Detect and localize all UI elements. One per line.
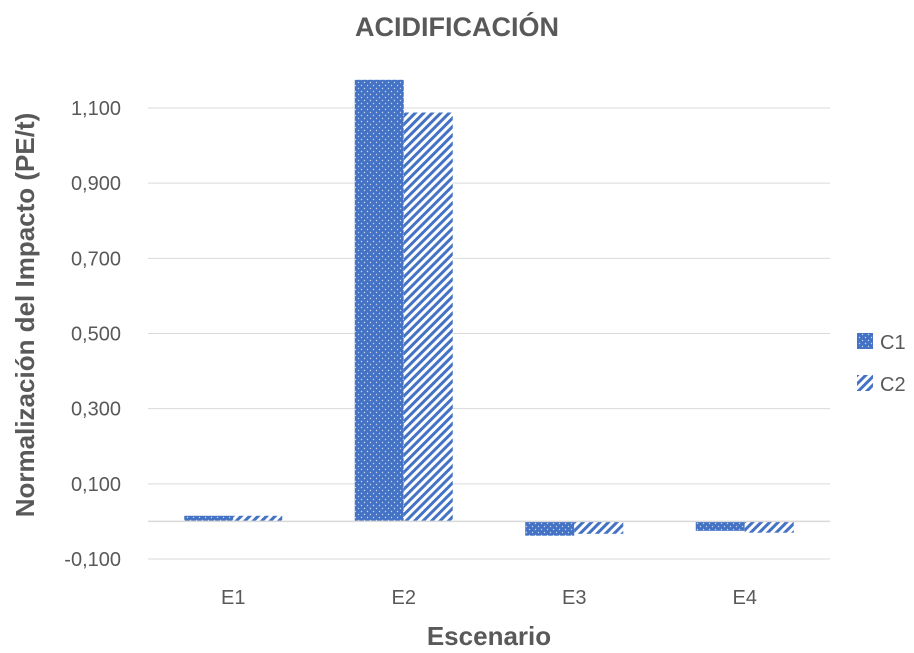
y-tick-label: 0,100 [71, 474, 121, 496]
chart-title: ACIDIFICACIÓN [355, 11, 559, 42]
legend-swatch-c1 [857, 333, 873, 349]
x-axis-tick-labels: E1 E2 E3 E4 [221, 587, 757, 609]
x-tick-label: E4 [733, 587, 757, 609]
legend-label-c2: C2 [880, 374, 906, 396]
bar-c2-e4 [744, 521, 794, 533]
gridlines [148, 107, 830, 560]
y-tick-label: 0,900 [71, 173, 121, 195]
bar-c2-e1 [233, 515, 283, 522]
y-tick-label: -0,100 [64, 549, 121, 571]
bar-c1-e3 [525, 521, 575, 536]
bar-c1-e4 [695, 521, 745, 531]
y-tick-label: 0,700 [71, 248, 121, 270]
x-tick-label: E3 [562, 587, 586, 609]
legend: C1 C2 [857, 332, 906, 396]
bar-c2-e2 [403, 112, 453, 522]
x-axis-title: Escenario [427, 621, 551, 651]
bars [184, 79, 794, 536]
legend-label-c1: C1 [880, 332, 906, 354]
y-tick-label: 0,300 [71, 399, 121, 421]
legend-swatch-c2 [857, 375, 873, 391]
x-tick-label: E1 [221, 587, 245, 609]
y-axis-tick-labels: -0,100 0,100 0,300 0,500 0,700 0,900 1,100 [64, 98, 121, 571]
x-tick-label: E2 [392, 587, 416, 609]
bar-c1-e2 [354, 79, 404, 522]
bar-c1-e1 [184, 515, 234, 522]
bar-c2-e3 [574, 521, 624, 534]
y-tick-label: 1,100 [71, 98, 121, 120]
y-tick-label: 0,500 [71, 324, 121, 346]
y-axis-title: Normalización del Impacto (PE/t) [10, 113, 40, 518]
